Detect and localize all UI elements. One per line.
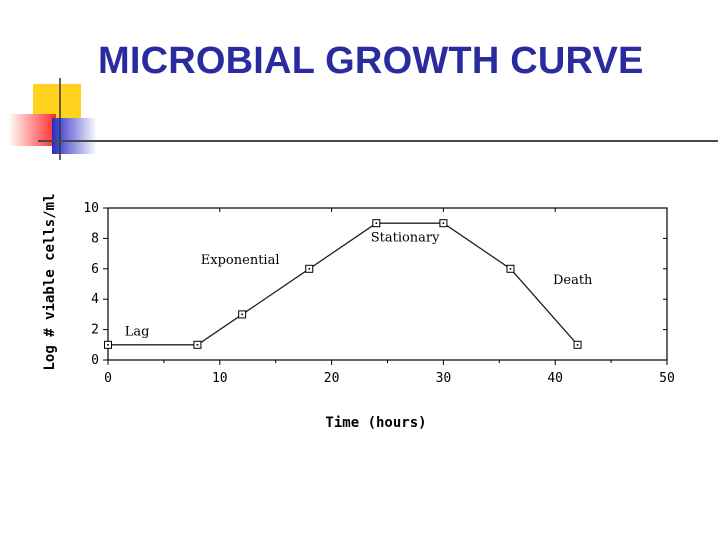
growth-curve-line xyxy=(108,222,579,346)
x-tick-label: 30 xyxy=(436,371,452,386)
x-tick-label: 0 xyxy=(104,371,112,386)
phase-label: Death xyxy=(553,273,593,288)
y-tick-label: 4 xyxy=(91,292,99,307)
y-tick-label: 0 xyxy=(91,353,99,368)
x-tick-label: 40 xyxy=(547,371,563,386)
data-point-dot xyxy=(375,222,378,224)
phase-label: Exponential xyxy=(201,253,280,268)
data-point-dot xyxy=(107,344,109,346)
slide-decoration xyxy=(0,0,110,165)
x-tick-label: 10 xyxy=(212,371,228,386)
title-underline xyxy=(38,140,718,142)
data-point-dot xyxy=(442,222,445,224)
x-axis-title: Time (hours) xyxy=(325,415,426,431)
axes-layer: 0 10 20 30 40 50 0 2 4 6 8 10 xyxy=(83,201,674,386)
x-tick-label: 20 xyxy=(324,371,340,386)
y-axis-title: Log # viable cells/ml xyxy=(42,193,58,370)
y-tick-label: 8 xyxy=(91,231,99,246)
y-tick-label: 2 xyxy=(91,323,99,338)
series-layer xyxy=(104,219,582,349)
annotation-layer: Lag Exponential Stationary Death xyxy=(125,230,593,339)
phase-label: Stationary xyxy=(371,230,440,245)
data-point-dot xyxy=(241,313,243,316)
growth-curve-chart: 0 10 20 30 40 50 0 2 4 6 8 10 Lag Exponential Station… xyxy=(42,193,675,431)
slide-title: MICROBIAL GROWTH CURVE xyxy=(98,40,644,82)
y-tick-label: 10 xyxy=(83,201,99,216)
x-tick-label: 50 xyxy=(659,371,675,386)
data-point-dot xyxy=(196,344,199,346)
data-point-dot xyxy=(576,344,579,346)
data-point-dot xyxy=(308,268,311,270)
y-tick-label: 6 xyxy=(91,262,99,277)
phase-label: Lag xyxy=(125,325,150,340)
decor-blue-bar xyxy=(52,118,97,154)
data-point-dot xyxy=(509,268,512,270)
